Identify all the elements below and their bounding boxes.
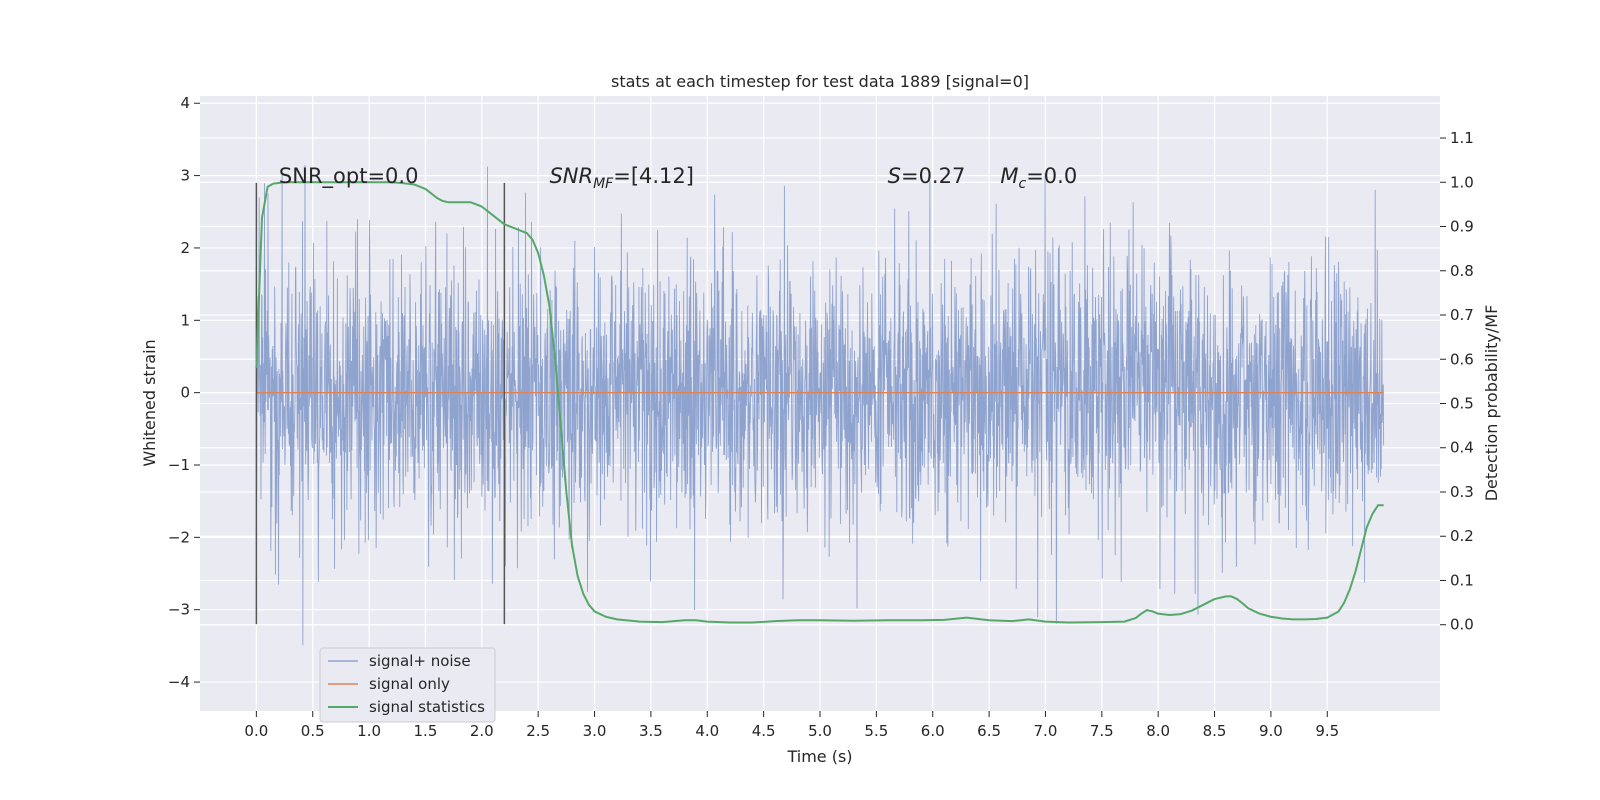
x-tick-label-4: 2.0 (470, 722, 494, 740)
y2-tick-label-2: 0.2 (1450, 527, 1474, 545)
x-tick-label-16: 8.0 (1146, 722, 1170, 740)
signal-noise-line (255, 165, 1385, 646)
series-signal-noise (255, 165, 1385, 646)
signal-statistics-line (255, 181, 1384, 624)
y2-tick-label-0: 0.0 (1450, 616, 1474, 634)
y-tick-label-3: −1 (168, 456, 190, 474)
annotation-snr-opt: SNR_opt=0.0 (279, 164, 419, 189)
x-tick-label-14: 7.0 (1034, 722, 1058, 740)
x-axis-label: Time (s) (786, 747, 852, 766)
annotations: SNR_opt=0.0 SNRMF=[4.12] S=0.27 Mc=0.0 (279, 164, 1077, 192)
x-tick-label-13: 6.5 (977, 722, 1001, 740)
y2-tick-label-10: 1.0 (1450, 173, 1474, 191)
legend-label-signal-only: signal only (369, 675, 450, 693)
x-tick-label-15: 7.5 (1090, 722, 1114, 740)
y2-axis-label: Detection probability/MF (1482, 305, 1501, 502)
chart-title: stats at each timestep for test data 188… (611, 72, 1029, 91)
x-tick-label-19: 9.5 (1315, 722, 1339, 740)
y-tick-label-4: 0 (180, 384, 190, 402)
y2-tick-label-9: 0.9 (1450, 218, 1474, 236)
x-tick-label-18: 9.0 (1259, 722, 1283, 740)
y-tick-label-7: 3 (180, 167, 190, 185)
y2-tick-label-11: 1.1 (1450, 129, 1474, 147)
y-tick-label-5: 1 (180, 311, 190, 329)
y2-tick-label-5: 0.5 (1450, 395, 1474, 413)
y-tick-label-6: 2 (180, 239, 190, 257)
x-tick-label-11: 5.5 (864, 722, 888, 740)
x-tick-label-9: 4.5 (752, 722, 776, 740)
y2-tick-label-8: 0.8 (1450, 262, 1474, 280)
x-tick-label-7: 3.5 (639, 722, 663, 740)
x-tick-label-3: 1.5 (414, 722, 438, 740)
legend-label-signal-statistics: signal statistics (369, 698, 485, 716)
series-signal-statistics (255, 181, 1384, 624)
annotation-mc: Mc=0.0 (1000, 164, 1077, 192)
x-tick-label-8: 4.0 (695, 722, 719, 740)
axis-ticks: 0.0 0.5 1.0 1.5 2.0 2.5 3.0 3.5 4.0 4.5 5.0 5.5 6.0 6… (168, 94, 1474, 740)
x-tick-label-1: 0.5 (301, 722, 325, 740)
x-tick-label-5: 2.5 (526, 722, 550, 740)
vertical-markers (255, 182, 506, 625)
legend-label-signal-noise: signal+ noise (369, 652, 471, 670)
annotation-snr-mf: SNRMF=[4.12] (549, 164, 694, 192)
y-tick-label-8: 4 (180, 94, 190, 112)
y2-tick-label-3: 0.3 (1450, 483, 1474, 501)
y2-tick-label-6: 0.6 (1450, 350, 1474, 368)
x-tick-label-10: 5.0 (808, 722, 832, 740)
x-tick-label-12: 6.0 (921, 722, 945, 740)
annotation-s-stat: S=0.27 (888, 164, 966, 188)
y2-tick-label-4: 0.4 (1450, 439, 1474, 457)
x-tick-label-2: 1.0 (357, 722, 381, 740)
legend-box (319, 647, 496, 723)
legend: signal+ noise signal only signal statist… (319, 647, 496, 723)
x-tick-label-0: 0.0 (244, 722, 268, 740)
y-tick-label-0: −4 (168, 673, 190, 691)
x-tick-label-17: 8.5 (1203, 722, 1227, 740)
y2-tick-label-7: 0.7 (1450, 306, 1474, 324)
y-tick-label-2: −2 (168, 528, 190, 546)
x-tick-label-6: 3.0 (583, 722, 607, 740)
y-tick-label-1: −3 (168, 601, 190, 619)
y2-tick-label-1: 0.1 (1450, 571, 1474, 589)
y-axis-label: Whitened strain (140, 339, 159, 466)
